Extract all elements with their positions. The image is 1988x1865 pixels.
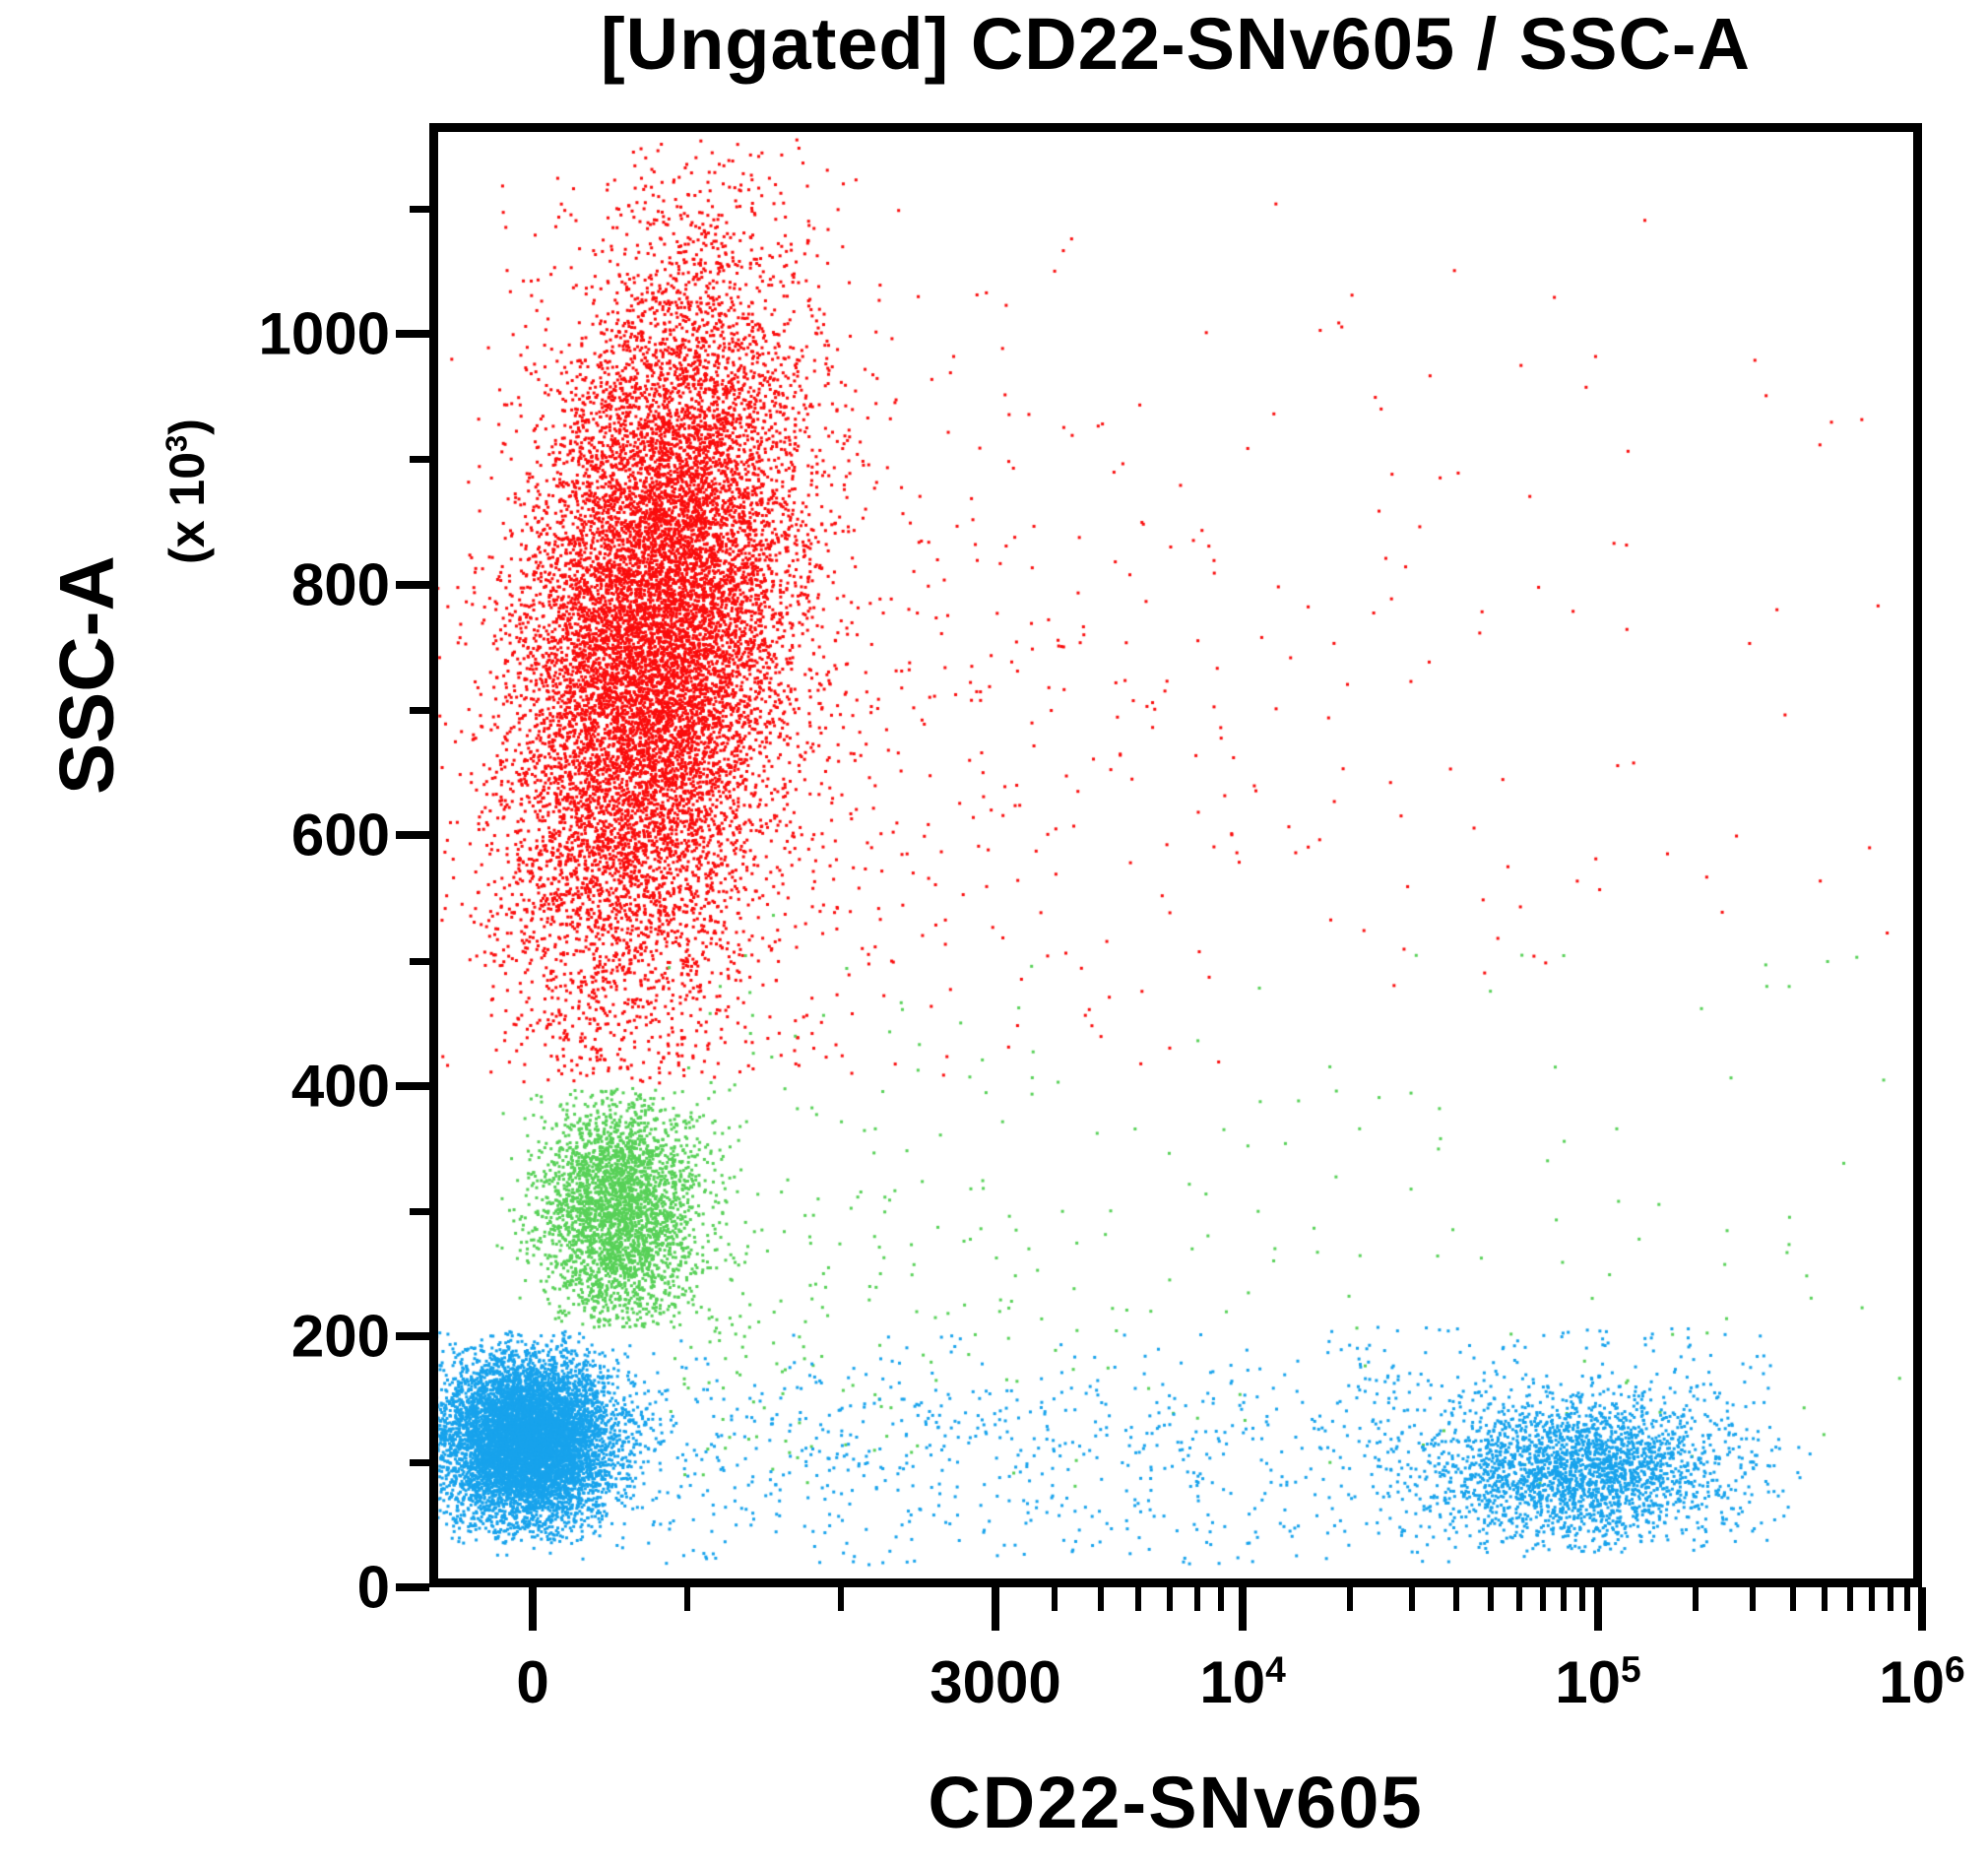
y-axis-tick-label: 1000: [258, 300, 390, 367]
x-axis-minor-tick: [1561, 1587, 1568, 1611]
x-axis-minor-tick: [1903, 1587, 1910, 1611]
plot-border: [429, 123, 1922, 1587]
x-axis-minor-tick: [1821, 1587, 1828, 1611]
x-axis-minor-tick: [1888, 1587, 1894, 1611]
tick-text: 3000: [930, 1649, 1061, 1715]
x-axis-major-tick: [1239, 1587, 1248, 1631]
y-axis-minor-tick: [410, 205, 429, 213]
y-axis-minor-tick: [410, 1458, 429, 1466]
y-axis-tick-label: 200: [290, 1303, 390, 1370]
x-axis-minor-tick: [1488, 1587, 1495, 1611]
y-axis-major-tick: [396, 580, 429, 589]
y-axis-minor-tick: [410, 1208, 429, 1216]
x-axis-minor-tick: [1540, 1587, 1547, 1611]
y-axis-tick-label: 800: [290, 551, 390, 618]
x-axis-minor-tick: [1097, 1587, 1104, 1611]
tick-exponent: 4: [1265, 1648, 1286, 1690]
x-axis-major-tick: [529, 1587, 538, 1631]
x-axis-minor-tick: [683, 1587, 690, 1611]
y-axis-tick-label: 0: [356, 1554, 390, 1621]
x-axis-minor-tick: [1578, 1587, 1585, 1611]
y-axis-major-tick: [396, 330, 429, 338]
x-axis-minor-tick: [1134, 1587, 1141, 1611]
y-axis-major-tick: [396, 1583, 429, 1591]
x-axis-minor-tick: [1052, 1587, 1058, 1611]
tick-exponent: 6: [1945, 1648, 1965, 1690]
tick-text: 0: [516, 1649, 549, 1715]
x-axis-minor-tick: [1790, 1587, 1797, 1611]
tick-text: 10: [1879, 1649, 1946, 1715]
x-axis-minor-tick: [1453, 1587, 1460, 1611]
x-axis-minor-tick: [1693, 1587, 1699, 1611]
x-axis-tick-label: 0: [516, 1648, 548, 1716]
y-axis-tick-label: 400: [290, 1053, 390, 1120]
x-axis-tick-label: 3000: [930, 1648, 1060, 1716]
y-axis-minor-tick: [410, 456, 429, 464]
x-axis-major-tick: [1918, 1587, 1926, 1631]
x-axis-tick-label: 104: [1199, 1648, 1285, 1716]
x-axis-minor-tick: [1218, 1587, 1225, 1611]
x-axis-tick-label: 106: [1879, 1648, 1964, 1716]
x-axis-minor-tick: [1869, 1587, 1876, 1611]
x-axis-minor-tick: [838, 1587, 845, 1611]
x-axis-major-tick: [1594, 1587, 1603, 1631]
x-axis-major-tick: [992, 1587, 1000, 1631]
y-axis-tick-label: 600: [290, 802, 390, 868]
x-axis-tick-label: 105: [1555, 1648, 1640, 1716]
tick-text: 10: [1555, 1649, 1622, 1715]
x-axis-minor-tick: [1515, 1587, 1522, 1611]
tick-text: 10: [1199, 1649, 1266, 1715]
y-axis-minor-tick: [410, 706, 429, 714]
x-axis-minor-tick: [1193, 1587, 1200, 1611]
tick-exponent: 5: [1621, 1648, 1641, 1690]
y-axis-minor-tick: [410, 957, 429, 965]
x-axis-minor-tick: [1847, 1587, 1854, 1611]
x-axis-minor-tick: [1166, 1587, 1173, 1611]
y-axis-major-tick: [396, 831, 429, 840]
x-axis-minor-tick: [1346, 1587, 1353, 1611]
y-axis-major-tick: [396, 1332, 429, 1341]
x-axis-minor-tick: [1749, 1587, 1756, 1611]
x-axis-minor-tick: [1409, 1587, 1416, 1611]
y-axis-major-tick: [396, 1081, 429, 1090]
